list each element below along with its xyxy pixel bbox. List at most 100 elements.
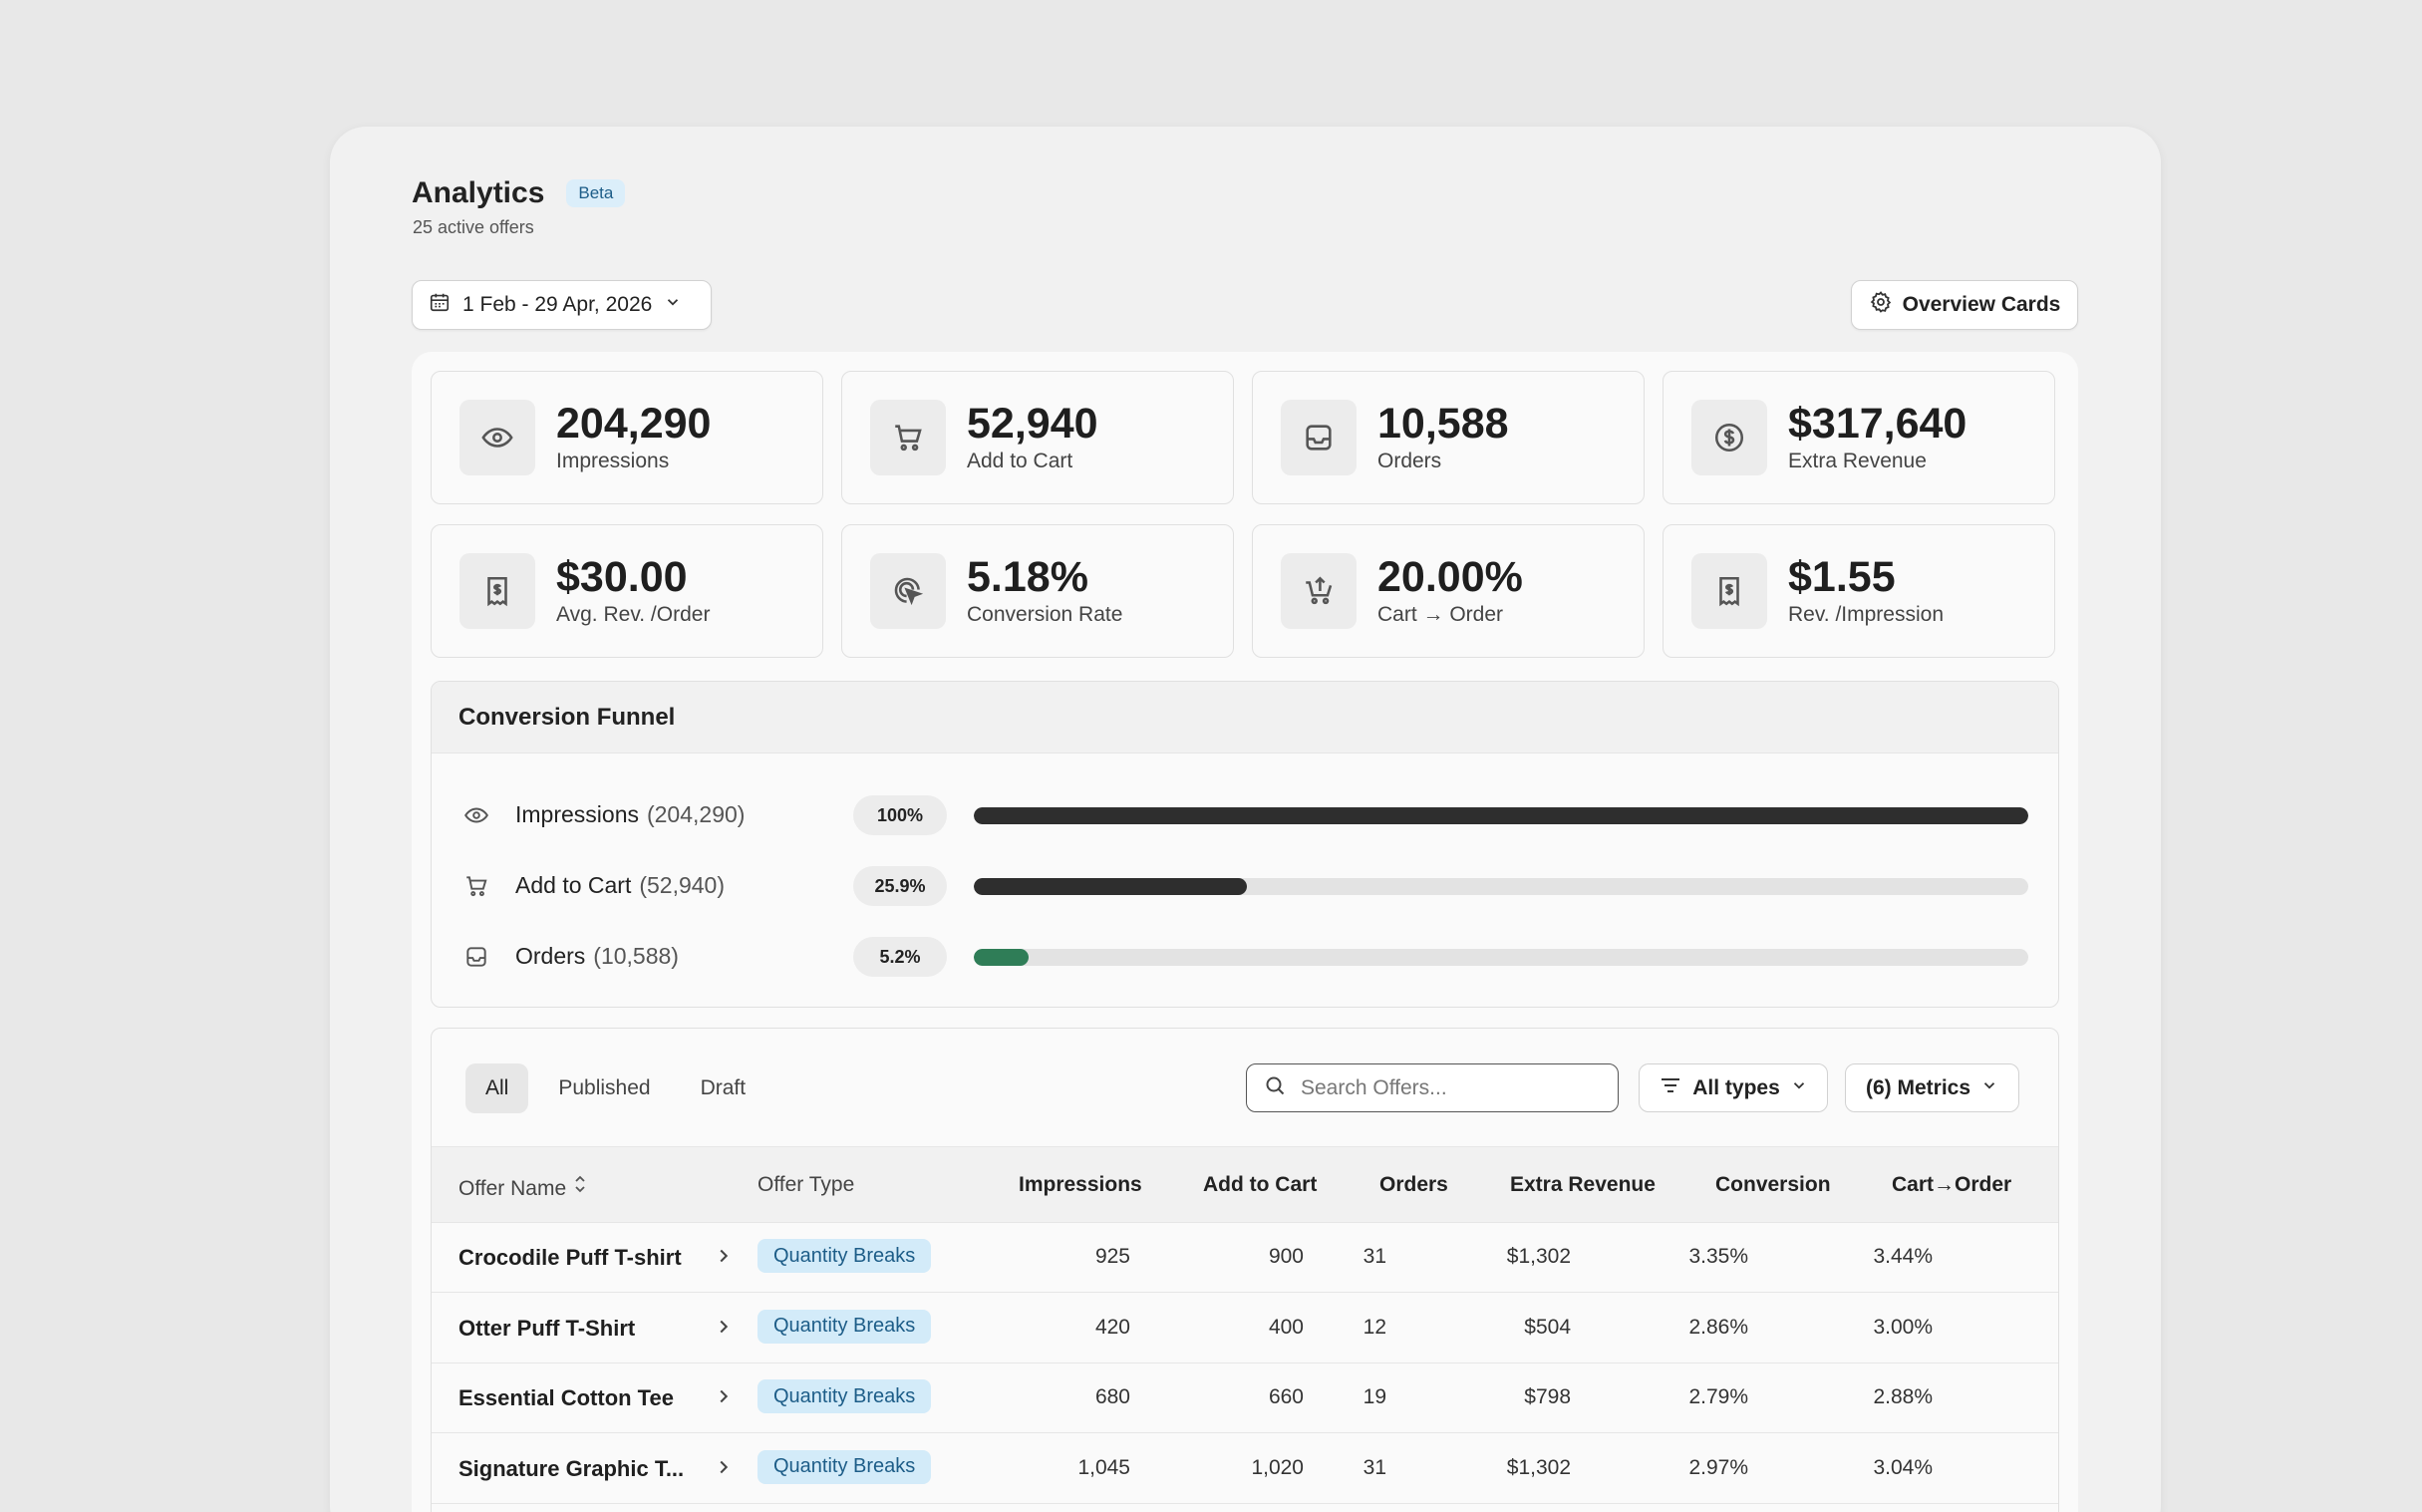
stat-card-conversion-rate: 5.18% Conversion Rate (841, 524, 1234, 658)
stat-card-orders: 10,588 Orders (1252, 371, 1645, 504)
column-conversion[interactable]: Conversion (1715, 1173, 1831, 1196)
chevron-right-icon[interactable] (713, 1385, 735, 1412)
chevron-down-icon (1980, 1076, 1998, 1100)
tab-draft[interactable]: Draft (700, 1076, 747, 1099)
eye-icon (463, 802, 489, 833)
search-icon (1263, 1073, 1287, 1102)
stat-value: $30.00 (556, 553, 688, 602)
offer-name[interactable]: Signature Graphic T... (458, 1455, 685, 1481)
stat-label: Rev. /Impression (1788, 602, 1944, 626)
cart-icon (870, 400, 946, 475)
stat-card-rev-impression: $1.55 Rev. /Impression (1663, 524, 2055, 658)
analytics-window: Analytics Beta 25 active offers 1 Feb - … (330, 127, 2161, 1512)
filter-icon (1659, 1073, 1682, 1103)
funnel-bar-track (974, 949, 2028, 966)
cell-cart-order: 3.00% (1873, 1315, 1933, 1339)
status-tabs: All Published Draft (465, 1063, 765, 1113)
inbox-icon (1281, 400, 1357, 475)
cell-add-to-cart: 400 (1268, 1315, 1304, 1339)
cell-orders: 19 (1362, 1385, 1386, 1408)
offer-name[interactable]: Essential Cotton Tee (458, 1385, 674, 1410)
column-impressions[interactable]: Impressions (1019, 1173, 1142, 1196)
cell-add-to-cart: 660 (1268, 1385, 1304, 1408)
stat-label: Orders (1377, 449, 1442, 472)
cell-impressions: 420 (1094, 1315, 1130, 1339)
page-title: Analytics (412, 176, 545, 209)
funnel-row-impressions: Impressions (204,290) 100% (432, 792, 2058, 838)
stat-label: Extra Revenue (1788, 449, 1927, 472)
cell-conversion: 2.97% (1688, 1455, 1748, 1479)
cell-impressions: 680 (1094, 1385, 1130, 1408)
table-row[interactable]: Signature Graphic T... Quantity Breaks 1… (432, 1434, 2058, 1504)
offer-type-badge: Quantity Breaks (757, 1309, 932, 1344)
funnel-name: Add to Cart (515, 872, 632, 898)
stat-value: 20.00% (1377, 553, 1523, 602)
table-row[interactable]: Otter Puff T-Shirt Quantity Breaks 420 40… (432, 1294, 2058, 1363)
funnel-name: Impressions (515, 801, 639, 827)
chevron-right-icon[interactable] (713, 1245, 735, 1272)
stat-value: 5.18% (967, 553, 1088, 602)
metrics-dropdown[interactable]: (6) Metrics (1845, 1063, 2019, 1112)
search-box[interactable] (1246, 1063, 1619, 1112)
metrics-label: (6) Metrics (1865, 1075, 1971, 1099)
cell-orders: 31 (1362, 1245, 1386, 1268)
funnel-title: Conversion Funnel (432, 682, 2058, 754)
funnel-bar-track (974, 878, 2028, 895)
stat-card-add-to-cart: 52,940 Add to Cart (841, 371, 1234, 504)
cell-conversion: 3.35% (1688, 1245, 1748, 1268)
cell-cart-order: 2.88% (1873, 1385, 1933, 1408)
column-extra-revenue[interactable]: Extra Revenue (1510, 1173, 1656, 1196)
tab-published[interactable]: Published (558, 1076, 651, 1099)
cell-revenue: $798 (1524, 1385, 1571, 1408)
stat-value: $1.55 (1788, 553, 1896, 602)
chevron-right-icon[interactable] (713, 1456, 735, 1483)
stat-label: Add to Cart (967, 449, 1073, 472)
table-row[interactable]: Crocodile Puff T-shirt Quantity Breaks 9… (432, 1223, 2058, 1293)
chevron-down-icon (664, 293, 682, 317)
stat-card-impressions: 204,290 Impressions (431, 371, 823, 504)
funnel-bar-fill (974, 807, 2028, 824)
gear-icon (1869, 290, 1893, 320)
stat-value: 52,940 (967, 400, 1098, 449)
tab-all[interactable]: All (465, 1063, 529, 1113)
page-subtitle: 25 active offers (413, 217, 534, 237)
date-range-label: 1 Feb - 29 Apr, 2026 (462, 293, 653, 316)
stat-value: $317,640 (1788, 400, 1968, 449)
date-range-button[interactable]: 1 Feb - 29 Apr, 2026 (412, 280, 712, 330)
receipt-icon (1691, 553, 1767, 629)
eye-icon (459, 400, 535, 475)
funnel-percent: 25.9% (853, 866, 947, 906)
stat-card-extra-revenue: $317,640 Extra Revenue (1663, 371, 2055, 504)
column-orders[interactable]: Orders (1379, 1173, 1448, 1196)
stat-label: Conversion Rate (967, 602, 1123, 626)
table-header: Offer Name Offer Type Impressions Add to… (432, 1146, 2058, 1223)
funnel-percent: 5.2% (853, 937, 947, 977)
offer-type-badge: Quantity Breaks (757, 1379, 932, 1413)
funnel-name: Orders (515, 943, 586, 969)
funnel-row-orders: Orders (10,588) 5.2% (432, 934, 2058, 980)
sort-icon (572, 1175, 588, 1200)
funnel-bar-track (974, 807, 2028, 824)
analytics-panel: 204,290 Impressions 52,940 Add to Cart 10,… (412, 352, 2078, 1512)
chevron-right-icon[interactable] (713, 1316, 735, 1343)
chevron-down-icon (1790, 1076, 1808, 1100)
cell-revenue: $1,302 (1506, 1245, 1571, 1268)
cell-add-to-cart: 1,020 (1251, 1455, 1304, 1479)
offer-name[interactable]: Crocodile Puff T-shirt (458, 1245, 682, 1270)
table-row[interactable]: Essential Cotton Tee Quantity Breaks 680… (432, 1363, 2058, 1433)
cell-conversion: 2.79% (1688, 1385, 1748, 1408)
column-cart-order[interactable]: Cart→Order (1892, 1173, 2012, 1196)
stat-value: 10,588 (1377, 400, 1509, 449)
column-offer-name[interactable]: Offer Name (458, 1173, 588, 1201)
stat-value: 204,290 (556, 400, 712, 449)
column-add-to-cart[interactable]: Add to Cart (1203, 1173, 1318, 1196)
overview-cards-button[interactable]: Overview Cards (1851, 280, 2078, 330)
type-filter-dropdown[interactable]: All types (1639, 1063, 1828, 1112)
receipt-icon (459, 553, 535, 629)
funnel-row-add-to-cart: Add to Cart (52,940) 25.9% (432, 863, 2058, 909)
cell-cart-order: 3.44% (1873, 1245, 1933, 1268)
offer-name[interactable]: Otter Puff T-Shirt (458, 1315, 636, 1341)
search-input[interactable] (1301, 1075, 1600, 1100)
column-offer-type: Offer Type (757, 1173, 855, 1196)
funnel-bar-fill (974, 878, 1248, 895)
